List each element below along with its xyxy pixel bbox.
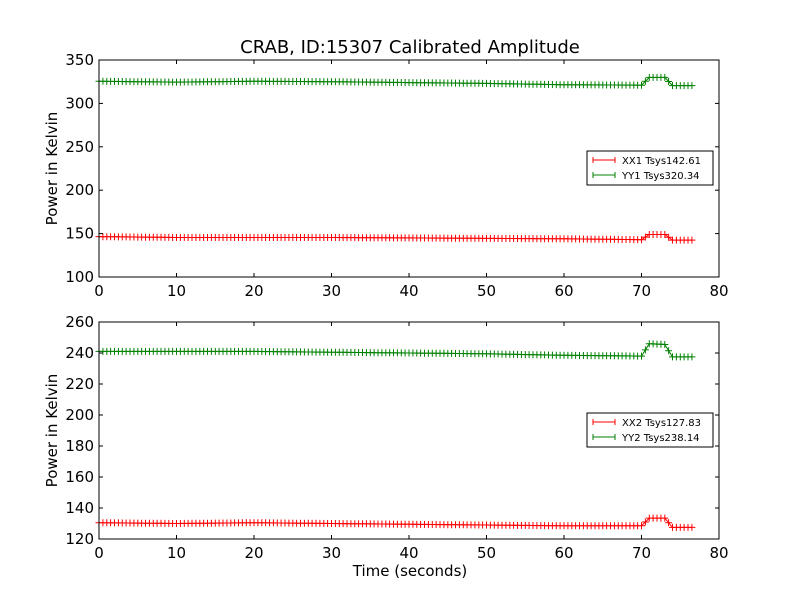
chart-title: CRAB, ID:15307 Calibrated Amplitude (240, 37, 580, 58)
legend-marker (592, 157, 616, 163)
x-tick-label: 50 (477, 544, 496, 562)
x-tick-label: 10 (167, 282, 186, 300)
legend-label: XX2 Tsys127.83 (622, 418, 701, 429)
y-tick-label: 240 (65, 344, 94, 362)
y-tick-label: 160 (65, 468, 94, 486)
legend-box (586, 150, 714, 186)
y-tick-label: 200 (65, 406, 94, 424)
x-tick-label: 30 (322, 282, 341, 300)
y-tick-label: 300 (65, 94, 94, 112)
y-tick-label: 220 (65, 375, 94, 393)
legend-box (586, 412, 714, 448)
legend-marker (592, 434, 616, 440)
x-tick-label: 10 (167, 544, 186, 562)
x-tick-label: 20 (244, 544, 263, 562)
x-tick-label: 80 (709, 282, 728, 300)
y-axis-label-2: Power in Kelvin (43, 374, 61, 488)
y-tick-label: 200 (65, 181, 94, 199)
legend-1: XX1 Tsys142.61 YY1 Tsys320.34 (586, 150, 714, 186)
x-tick-label: 60 (554, 282, 573, 300)
x-tick-label: 50 (477, 282, 496, 300)
legend-label: YY1 Tsys320.34 (621, 171, 700, 182)
y-axis-label-1: Power in Kelvin (43, 112, 61, 226)
y-tick-label: 350 (65, 51, 94, 69)
legend-label: YY2 Tsys238.14 (621, 433, 700, 444)
legend-label: XX1 Tsys142.61 (622, 156, 701, 167)
x-tick-label: 80 (709, 544, 728, 562)
y-tick-label: 100 (65, 268, 94, 286)
y-tick-label: 150 (65, 225, 94, 243)
y-tick-label: 120 (65, 530, 94, 548)
x-tick-label: 40 (399, 282, 418, 300)
x-tick-label: 30 (322, 544, 341, 562)
y-tick-label: 180 (65, 437, 94, 455)
x-tick-label: 0 (94, 282, 104, 300)
legend-2: XX2 Tsys127.83 YY2 Tsys238.14 (586, 412, 714, 448)
x-tick-label: 60 (554, 544, 573, 562)
x-tick-label: 70 (632, 282, 651, 300)
x-tick-label: 20 (244, 282, 263, 300)
x-tick-label: 0 (94, 544, 104, 562)
subplot-1: 0 10 20 30 40 50 60 70 80 100 150 200 250 300 350 Power… (43, 51, 729, 300)
x-tick-label: 40 (399, 544, 418, 562)
legend-marker (592, 172, 616, 178)
x-axis-label: Time (seconds) (352, 562, 468, 580)
x-tick-label: 70 (632, 544, 651, 562)
y-tick-label: 260 (65, 313, 94, 331)
subplot-2: 0 10 20 30 40 50 60 70 80 120 140 160 180 200 220 240 26… (43, 313, 729, 562)
subplots-group: 0 10 20 30 40 50 60 70 80100150200250300350Power… (43, 51, 729, 562)
y-tick-label: 250 (65, 138, 94, 156)
y-tick-label: 140 (65, 499, 94, 517)
legend-marker (592, 419, 616, 425)
